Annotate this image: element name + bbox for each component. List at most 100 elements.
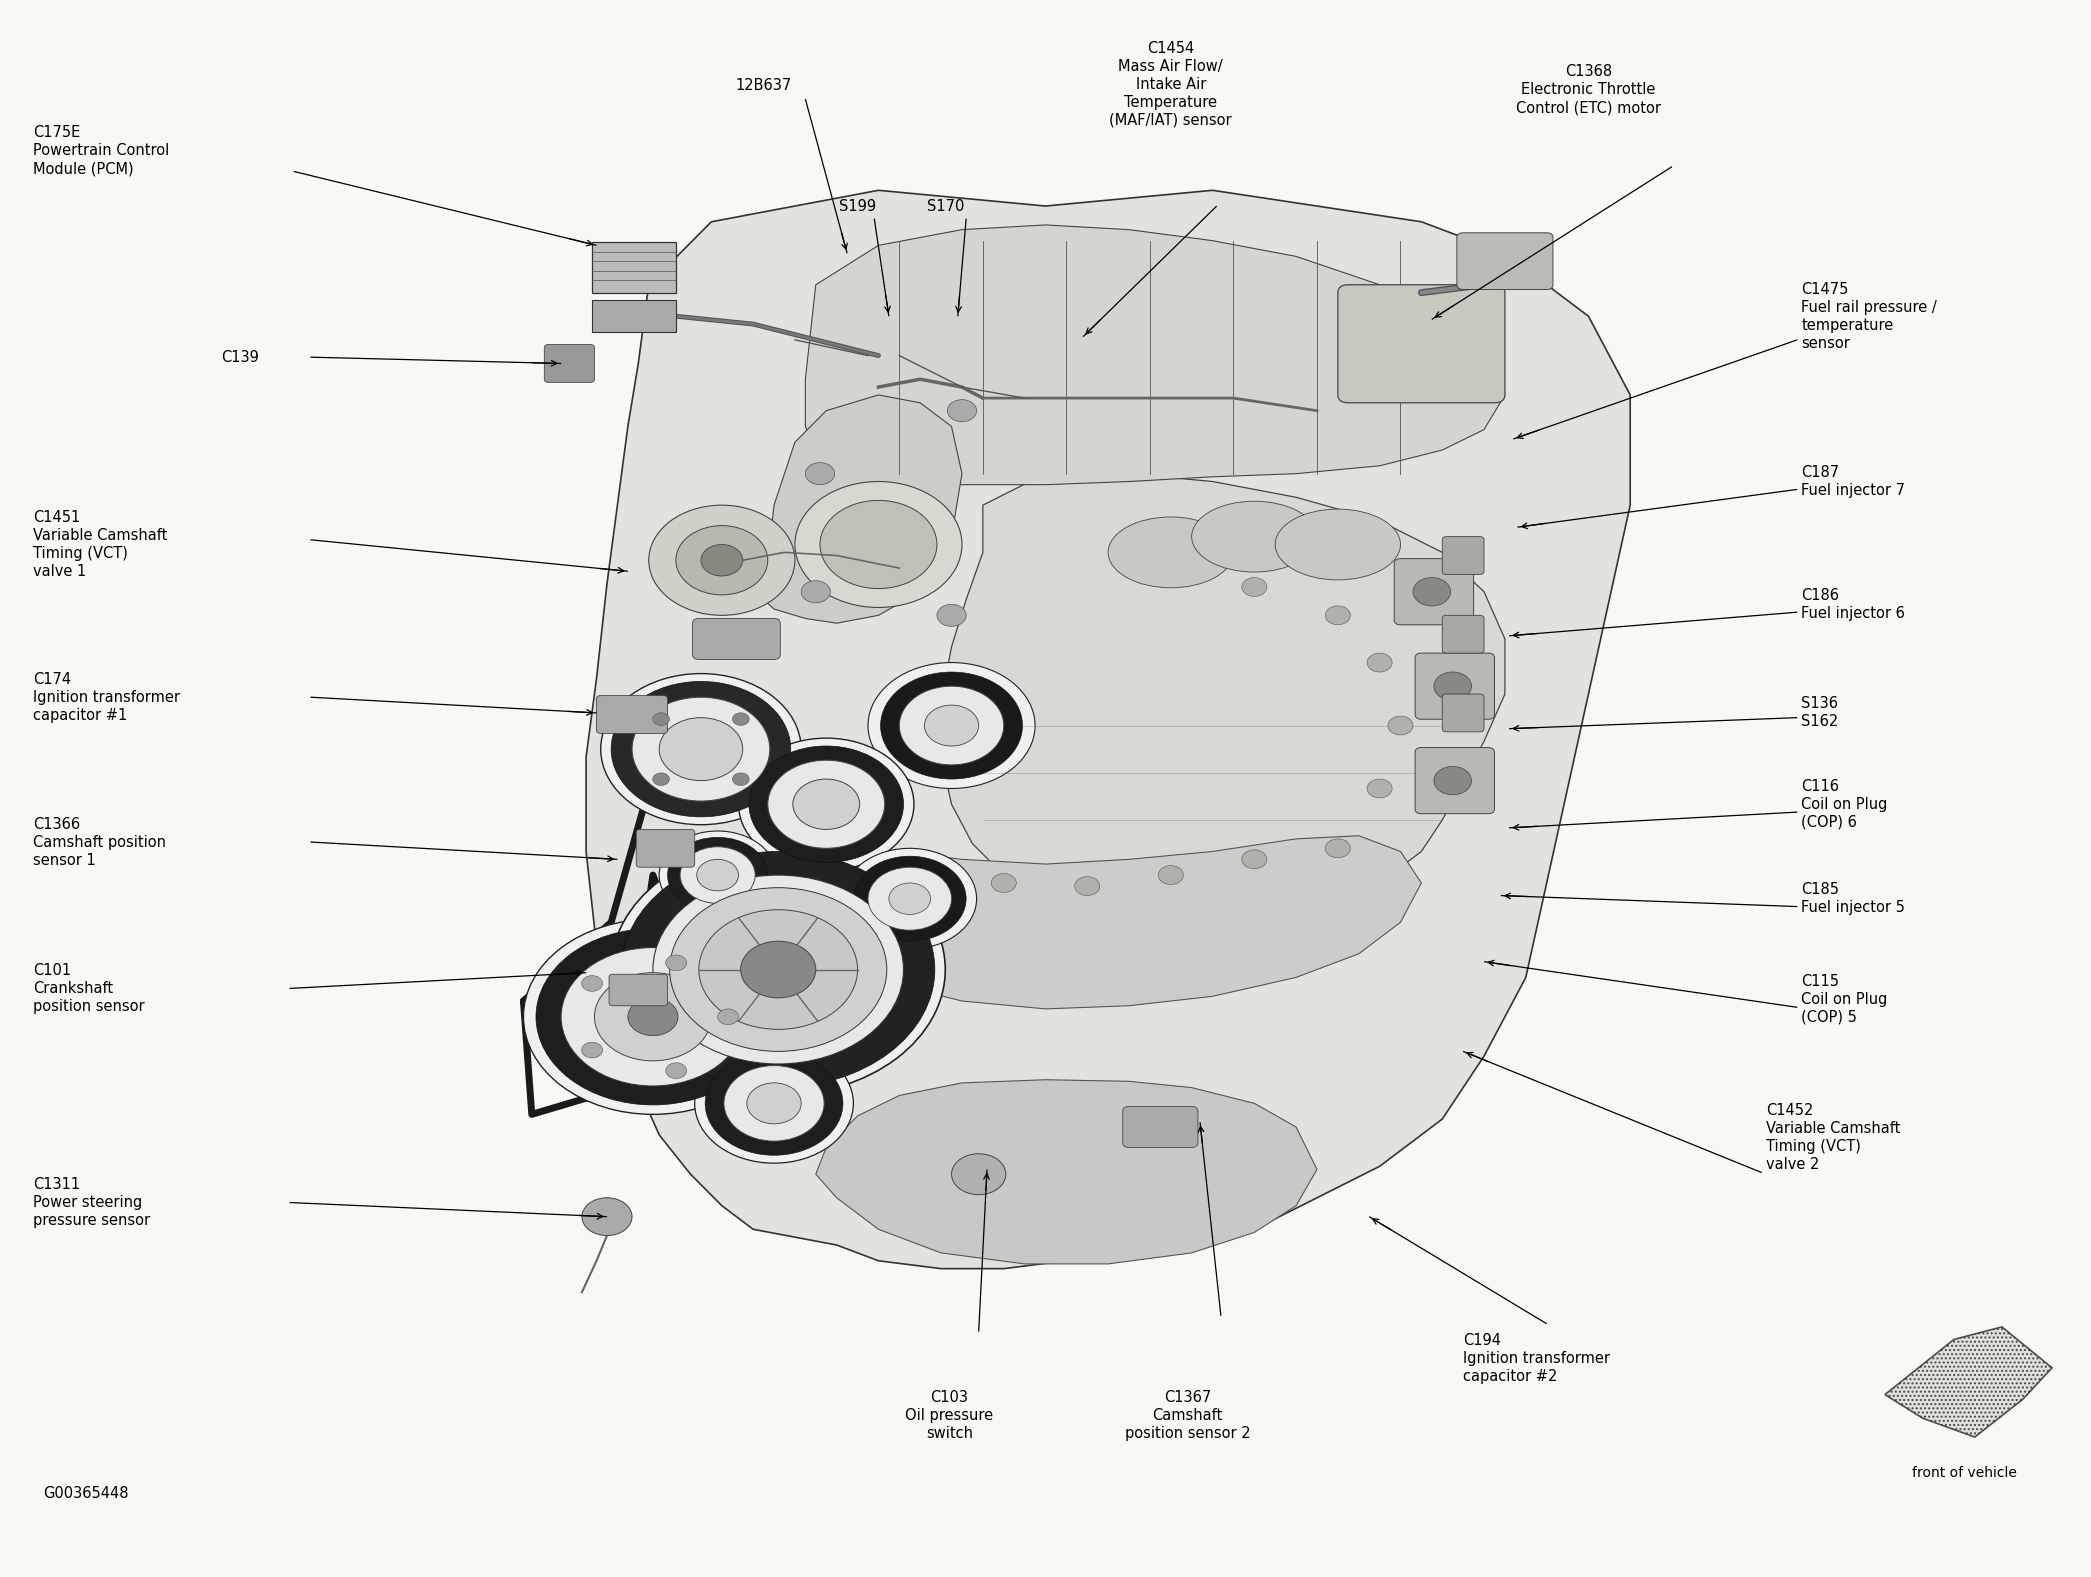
FancyBboxPatch shape <box>1123 1107 1198 1148</box>
Circle shape <box>732 713 749 725</box>
Circle shape <box>698 910 857 1030</box>
Text: C1452
Variable Camshaft
Timing (VCT)
valve 2: C1452 Variable Camshaft Timing (VCT) val… <box>1767 1104 1901 1172</box>
FancyBboxPatch shape <box>1443 536 1485 574</box>
Circle shape <box>594 973 711 1061</box>
Polygon shape <box>1884 1326 2051 1437</box>
Ellipse shape <box>1192 501 1317 572</box>
Circle shape <box>991 874 1016 893</box>
Text: C116
Coil on Plug
(COP) 6: C116 Coil on Plug (COP) 6 <box>1802 779 1888 830</box>
Polygon shape <box>805 226 1506 484</box>
Circle shape <box>669 888 887 1052</box>
Circle shape <box>880 672 1022 779</box>
Text: front of vehicle: front of vehicle <box>1911 1467 2016 1481</box>
Circle shape <box>705 1052 843 1156</box>
Circle shape <box>696 859 738 891</box>
Circle shape <box>740 941 815 998</box>
FancyBboxPatch shape <box>1338 285 1506 402</box>
Text: C185
Fuel injector 5: C185 Fuel injector 5 <box>1802 882 1905 915</box>
FancyBboxPatch shape <box>592 243 675 293</box>
Circle shape <box>665 956 686 971</box>
FancyBboxPatch shape <box>592 301 675 333</box>
Circle shape <box>795 481 962 607</box>
Circle shape <box>665 1063 686 1079</box>
FancyBboxPatch shape <box>1416 747 1495 814</box>
Ellipse shape <box>1276 509 1401 580</box>
FancyBboxPatch shape <box>608 975 667 1006</box>
FancyBboxPatch shape <box>1443 694 1485 732</box>
Circle shape <box>675 525 767 595</box>
Circle shape <box>1158 866 1184 885</box>
FancyBboxPatch shape <box>1395 558 1474 624</box>
Circle shape <box>843 848 976 949</box>
Circle shape <box>924 705 979 746</box>
Circle shape <box>868 867 951 930</box>
Circle shape <box>631 697 769 801</box>
Polygon shape <box>763 394 962 623</box>
Circle shape <box>1075 877 1100 896</box>
Circle shape <box>723 1066 824 1142</box>
Circle shape <box>523 919 782 1115</box>
Circle shape <box>700 544 742 576</box>
Circle shape <box>951 1154 1006 1195</box>
Circle shape <box>749 746 903 863</box>
Text: 12B637: 12B637 <box>736 77 792 93</box>
FancyBboxPatch shape <box>544 344 594 382</box>
Text: C1311
Power steering
pressure sensor: C1311 Power steering pressure sensor <box>33 1176 151 1228</box>
Circle shape <box>581 976 602 992</box>
Circle shape <box>1368 779 1393 798</box>
Circle shape <box>820 500 937 588</box>
FancyBboxPatch shape <box>596 695 667 733</box>
Polygon shape <box>815 1080 1317 1263</box>
Circle shape <box>621 852 935 1088</box>
Circle shape <box>652 773 669 785</box>
Circle shape <box>868 662 1035 788</box>
Circle shape <box>1368 653 1393 672</box>
Text: C103
Oil pressure
switch: C103 Oil pressure switch <box>905 1389 993 1441</box>
FancyBboxPatch shape <box>1416 653 1495 719</box>
Circle shape <box>732 773 749 785</box>
Circle shape <box>611 681 790 817</box>
Text: C139: C139 <box>222 350 259 364</box>
Text: C194
Ignition transformer
capacitor #2: C194 Ignition transformer capacitor #2 <box>1464 1333 1610 1385</box>
Circle shape <box>659 831 776 919</box>
Circle shape <box>1242 850 1267 869</box>
Polygon shape <box>941 473 1506 927</box>
Text: G00365448: G00365448 <box>44 1486 130 1501</box>
Text: S199: S199 <box>838 199 876 214</box>
Text: C174
Ignition transformer
capacitor #1: C174 Ignition transformer capacitor #1 <box>33 672 180 722</box>
Circle shape <box>652 713 669 725</box>
Circle shape <box>1326 606 1351 624</box>
Circle shape <box>1242 577 1267 596</box>
Circle shape <box>947 399 976 421</box>
Circle shape <box>792 779 859 830</box>
Text: S136
S162: S136 S162 <box>1802 697 1838 730</box>
Text: C1475
Fuel rail pressure /
temperature
sensor: C1475 Fuel rail pressure / temperature s… <box>1802 282 1936 350</box>
Text: C101
Crankshaft
position sensor: C101 Crankshaft position sensor <box>33 964 144 1014</box>
Text: C115
Coil on Plug
(COP) 5: C115 Coil on Plug (COP) 5 <box>1802 975 1888 1025</box>
Circle shape <box>889 883 930 915</box>
FancyBboxPatch shape <box>692 618 780 659</box>
FancyBboxPatch shape <box>1443 615 1485 653</box>
Circle shape <box>746 1083 801 1124</box>
Circle shape <box>801 580 830 602</box>
FancyBboxPatch shape <box>1457 233 1554 290</box>
Text: C186
Fuel injector 6: C186 Fuel injector 6 <box>1802 588 1905 621</box>
Text: C1368
Electronic Throttle
Control (ETC) motor: C1368 Electronic Throttle Control (ETC) … <box>1516 65 1660 115</box>
FancyBboxPatch shape <box>636 830 694 867</box>
Circle shape <box>659 718 742 781</box>
Circle shape <box>680 847 755 904</box>
Circle shape <box>937 604 966 626</box>
Circle shape <box>600 673 801 825</box>
Ellipse shape <box>1108 517 1234 588</box>
Text: S170: S170 <box>926 199 964 214</box>
Circle shape <box>767 760 884 848</box>
Circle shape <box>1414 577 1451 606</box>
Text: C187
Fuel injector 7: C187 Fuel injector 7 <box>1802 465 1905 498</box>
Circle shape <box>535 929 769 1105</box>
Circle shape <box>805 462 834 484</box>
Circle shape <box>717 1009 738 1025</box>
Circle shape <box>648 505 795 615</box>
Circle shape <box>581 1199 631 1235</box>
Circle shape <box>1434 766 1472 795</box>
Circle shape <box>667 837 767 913</box>
